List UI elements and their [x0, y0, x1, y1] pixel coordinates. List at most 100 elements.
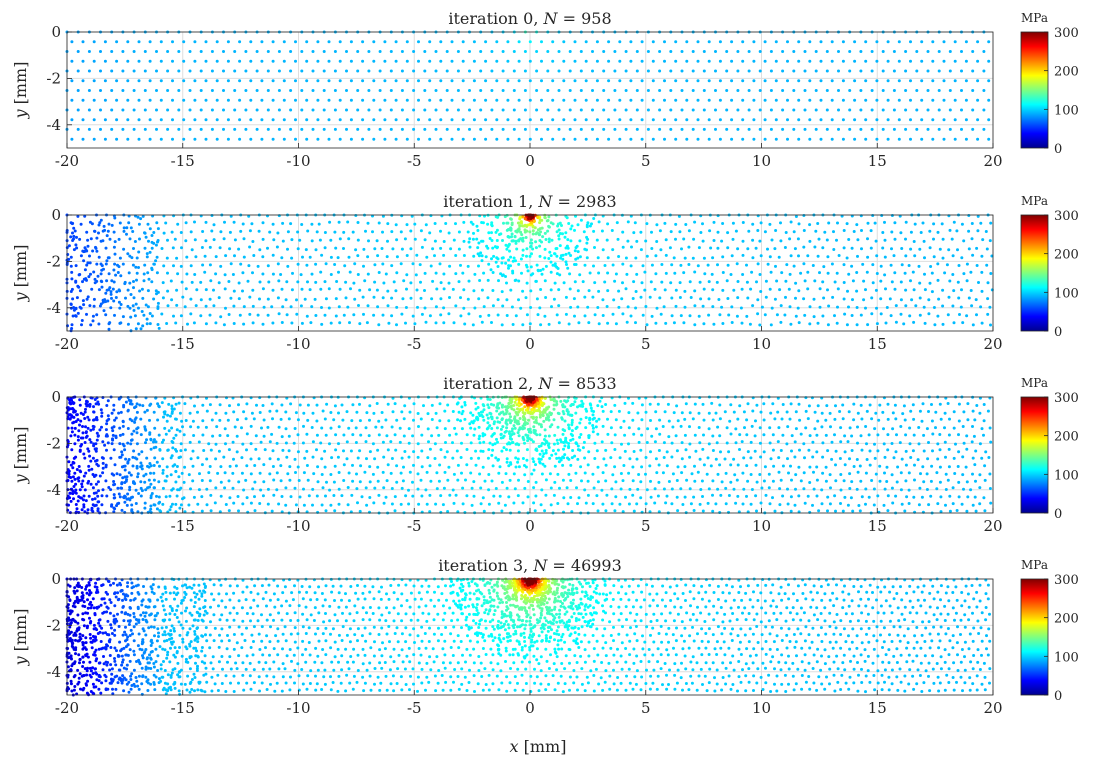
data-point [670, 487, 674, 491]
data-point [471, 237, 475, 241]
data-point [377, 493, 381, 497]
data-point [384, 418, 388, 422]
data-point [126, 288, 130, 292]
data-point [367, 89, 371, 92]
data-point [210, 69, 214, 73]
data-point [873, 221, 877, 225]
data-point [591, 424, 595, 427]
data-point [437, 479, 441, 483]
data-point [204, 304, 208, 308]
data-point [753, 449, 757, 453]
data-point [171, 59, 174, 63]
data-point [347, 471, 351, 475]
data-point [529, 306, 533, 309]
data-point [902, 322, 906, 326]
data-point [674, 98, 678, 102]
data-point [816, 419, 820, 423]
data-point [685, 478, 689, 482]
data-point [528, 254, 532, 258]
data-point [99, 50, 102, 53]
data-point [76, 284, 80, 288]
data-point [613, 448, 617, 451]
data-point [882, 427, 885, 431]
data-point [443, 470, 447, 474]
data-point [506, 118, 510, 122]
data-point [506, 98, 510, 102]
data-point [526, 422, 529, 425]
data-point [428, 447, 432, 451]
data-point [262, 418, 266, 422]
data-point [604, 448, 608, 452]
data-point [434, 321, 438, 325]
data-point [329, 411, 333, 414]
data-point [311, 411, 315, 415]
data-point [365, 411, 369, 415]
data-point [651, 40, 655, 44]
data-point [311, 487, 315, 491]
data-point [926, 89, 930, 92]
data-point [277, 127, 281, 131]
data-point [488, 237, 492, 240]
data-point [226, 434, 230, 438]
data-point [210, 127, 214, 131]
data-point [120, 450, 124, 454]
data-point [595, 494, 599, 498]
data-point [439, 137, 443, 141]
data-point [138, 403, 142, 407]
data-point [837, 254, 841, 257]
data-point [632, 450, 636, 453]
data-point [281, 239, 285, 243]
data-point [762, 433, 766, 437]
data-point [155, 460, 159, 464]
data-point [469, 220, 473, 224]
data-point [121, 108, 125, 112]
data-point [338, 59, 342, 63]
data-point [70, 40, 74, 44]
data-point [734, 427, 738, 431]
data-point [175, 288, 179, 292]
data-point [395, 305, 399, 309]
data-point [819, 137, 823, 141]
data-point [576, 223, 580, 227]
data-point [779, 304, 783, 308]
data-point [576, 444, 580, 448]
data-point [669, 108, 673, 112]
data-point [434, 69, 438, 73]
data-point [736, 280, 740, 283]
data-point [756, 229, 760, 232]
data-point [271, 59, 275, 63]
data-point [363, 470, 367, 474]
data-point [646, 127, 650, 131]
data-point [476, 229, 480, 232]
data-point [152, 262, 156, 266]
data-point [971, 323, 975, 327]
data-point [92, 118, 96, 122]
data-point [779, 320, 783, 324]
data-point [796, 306, 800, 310]
data-point [334, 314, 338, 318]
data-point [159, 118, 163, 122]
data-point [372, 137, 376, 141]
data-point [503, 503, 507, 507]
panel-title: iteration 0, N = 958 [448, 9, 611, 28]
data-point [613, 69, 617, 73]
data-point [161, 471, 165, 475]
data-point [901, 412, 905, 416]
data-point [478, 472, 482, 476]
data-point [886, 59, 890, 63]
data-point [862, 298, 866, 302]
data-point [307, 494, 311, 498]
data-point [356, 456, 360, 460]
data-point [890, 473, 894, 477]
data-point [70, 327, 74, 330]
data-point [620, 297, 624, 301]
data-point [843, 495, 847, 499]
data-point [143, 50, 147, 53]
data-point [222, 323, 226, 327]
data-point [784, 295, 787, 299]
data-point [240, 456, 244, 460]
data-point [808, 510, 812, 514]
data-point [201, 403, 205, 407]
data-point [472, 254, 476, 258]
data-point [509, 217, 513, 221]
